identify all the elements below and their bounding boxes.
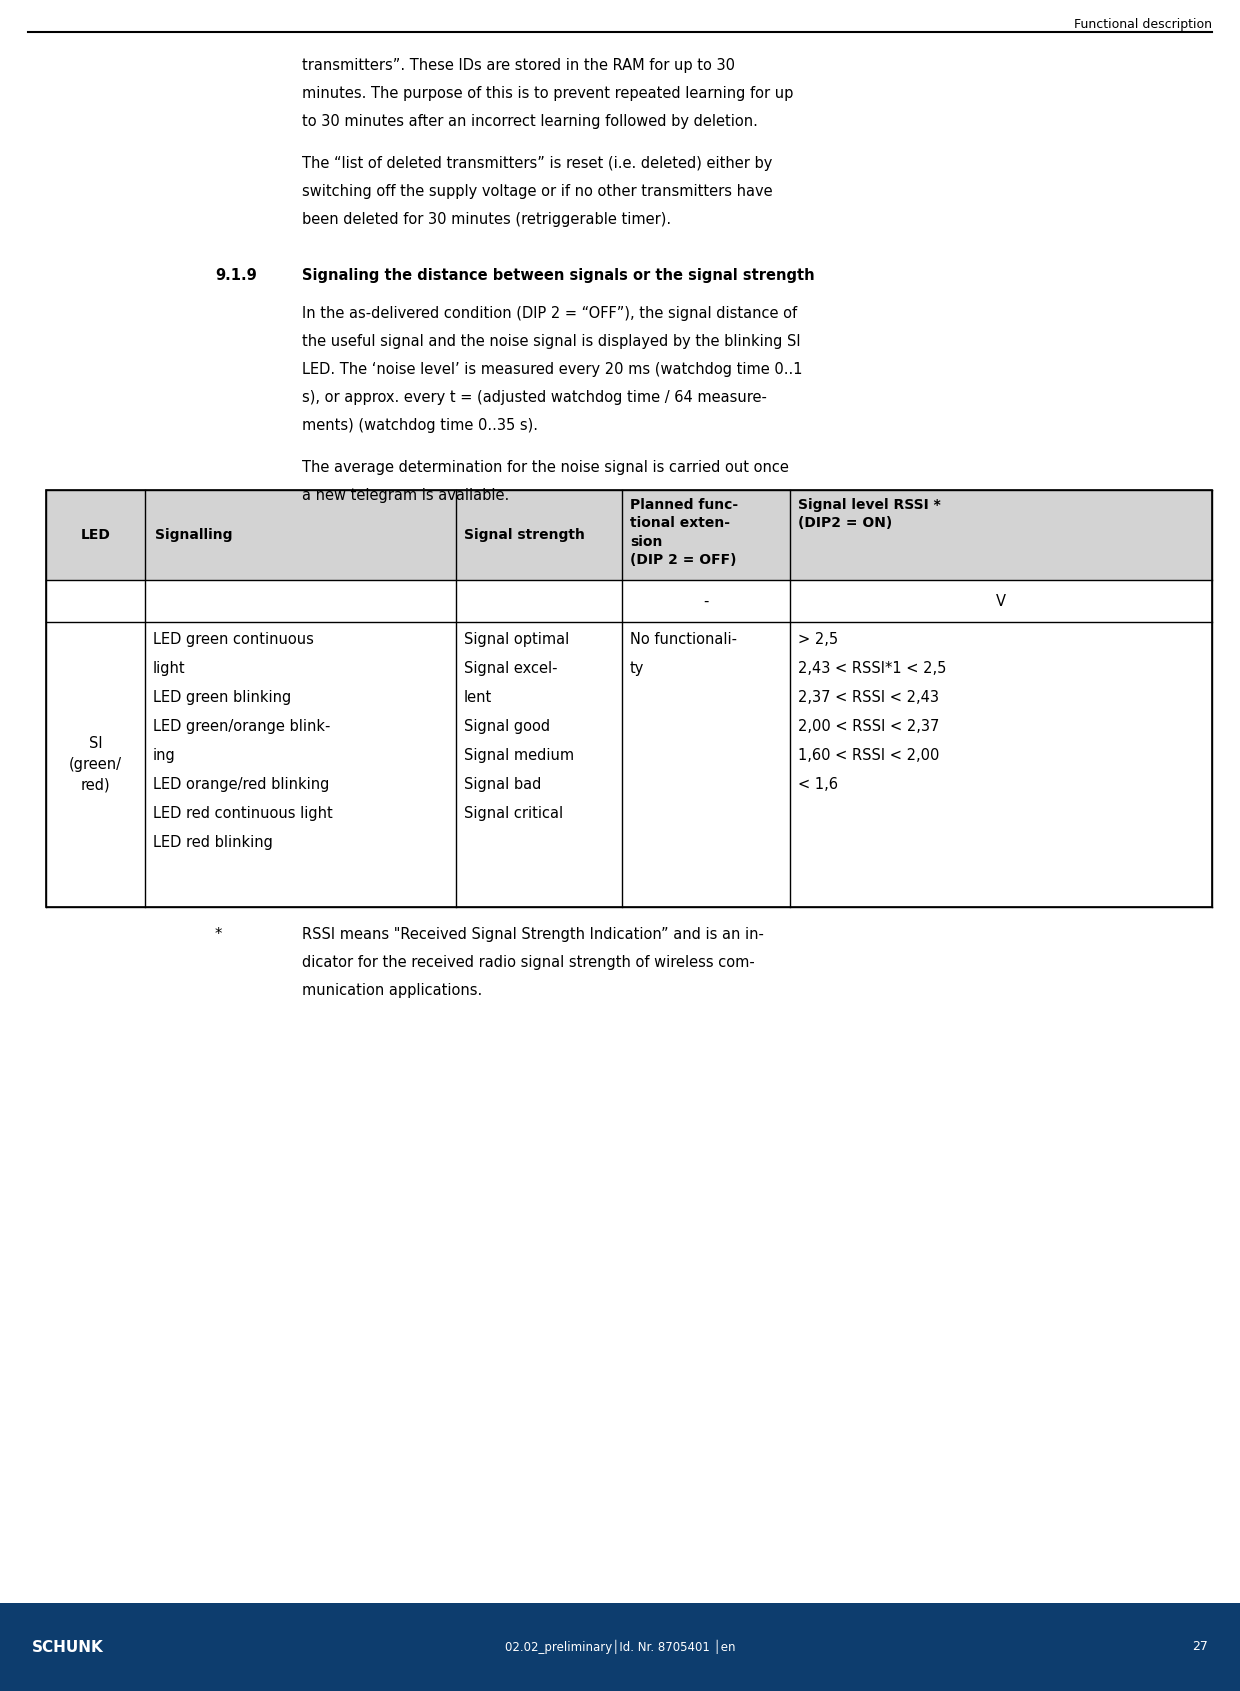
Text: Functional description: Functional description (1074, 19, 1211, 30)
Text: 2,37 < RSSI < 2,43: 2,37 < RSSI < 2,43 (799, 690, 939, 705)
Bar (0, 1603, 1240, 1691)
Text: s), or approx. every t = (adjusted watchdog time / 64 measure-: s), or approx. every t = (adjusted watch… (303, 391, 766, 406)
Text: Signal bad: Signal bad (464, 776, 542, 791)
Text: *: * (215, 927, 222, 942)
Text: 9.1.9: 9.1.9 (215, 267, 257, 282)
Text: ments) (watchdog time 0..35 s).: ments) (watchdog time 0..35 s). (303, 418, 538, 433)
Text: munication applications.: munication applications. (303, 982, 482, 998)
Text: In the as-delivered condition (DIP 2 = “OFF”), the signal distance of: In the as-delivered condition (DIP 2 = “… (303, 306, 797, 321)
Bar (46, 490, 1211, 580)
Text: LED red continuous light: LED red continuous light (153, 807, 332, 822)
Text: 2,00 < RSSI < 2,37: 2,00 < RSSI < 2,37 (799, 719, 940, 734)
Text: V: V (996, 594, 1006, 609)
Text: ing: ing (153, 747, 176, 763)
Text: LED green/orange blink-: LED green/orange blink- (153, 719, 330, 734)
Text: -: - (703, 594, 709, 609)
Text: to 30 minutes after an incorrect learning followed by deletion.: to 30 minutes after an incorrect learnin… (303, 113, 758, 129)
Text: ty: ty (630, 661, 645, 676)
Text: Signal strength: Signal strength (464, 528, 585, 543)
Text: Signal good: Signal good (464, 719, 551, 734)
Text: light: light (153, 661, 186, 676)
Text: The “list of deleted transmitters” is reset (i.e. deleted) either by: The “list of deleted transmitters” is re… (303, 156, 773, 171)
Text: dicator for the received radio signal strength of wireless com-: dicator for the received radio signal st… (303, 955, 755, 971)
Text: Signaling the distance between signals or the signal strength: Signaling the distance between signals o… (303, 267, 815, 282)
Text: a new telegram is available.: a new telegram is available. (303, 489, 510, 502)
Text: No functionali-: No functionali- (630, 632, 737, 648)
Text: < 1,6: < 1,6 (799, 776, 838, 791)
Text: transmitters”. These IDs are stored in the RAM for up to 30: transmitters”. These IDs are stored in t… (303, 57, 735, 73)
Text: Signal critical: Signal critical (464, 807, 563, 822)
Text: LED red blinking: LED red blinking (153, 835, 273, 851)
Text: 02.02_preliminary│Id. Nr. 8705401 │en: 02.02_preliminary│Id. Nr. 8705401 │en (505, 1640, 735, 1654)
Text: minutes. The purpose of this is to prevent repeated learning for up: minutes. The purpose of this is to preve… (303, 86, 794, 101)
Text: Signal optimal: Signal optimal (464, 632, 569, 648)
Text: The average determination for the noise signal is carried out once: The average determination for the noise … (303, 460, 789, 475)
Text: > 2,5: > 2,5 (799, 632, 838, 648)
Text: LED green blinking: LED green blinking (153, 690, 291, 705)
Text: LED: LED (81, 528, 110, 543)
Text: Signalling: Signalling (155, 528, 233, 543)
Text: LED green continuous: LED green continuous (153, 632, 314, 648)
Text: Signal medium: Signal medium (464, 747, 574, 763)
Text: LED orange/red blinking: LED orange/red blinking (153, 776, 330, 791)
Text: Planned func-
tional exten-
sion
(DIP 2 = OFF): Planned func- tional exten- sion (DIP 2 … (630, 499, 738, 566)
Text: SI
(green/
red): SI (green/ red) (69, 736, 122, 793)
Text: LED. The ‘noise level’ is measured every 20 ms (watchdog time 0..1: LED. The ‘noise level’ is measured every… (303, 362, 802, 377)
Text: lent: lent (464, 690, 492, 705)
Text: 1,60 < RSSI < 2,00: 1,60 < RSSI < 2,00 (799, 747, 940, 763)
Bar (46, 490, 1211, 906)
Text: 27: 27 (1192, 1640, 1208, 1654)
Text: RSSI means "Received Signal Strength Indication” and is an in-: RSSI means "Received Signal Strength Ind… (303, 927, 764, 942)
Text: SCHUNK: SCHUNK (32, 1640, 104, 1654)
Text: Signal level RSSI *
(DIP2 = ON): Signal level RSSI * (DIP2 = ON) (799, 499, 941, 531)
Text: been deleted for 30 minutes (retriggerable timer).: been deleted for 30 minutes (retriggerab… (303, 211, 671, 227)
Text: the useful signal and the noise signal is displayed by the blinking SI: the useful signal and the noise signal i… (303, 335, 801, 348)
Text: 2,43 < RSSI*1 < 2,5: 2,43 < RSSI*1 < 2,5 (799, 661, 946, 676)
Text: switching off the supply voltage or if no other transmitters have: switching off the supply voltage or if n… (303, 184, 773, 200)
Text: Signal excel-: Signal excel- (464, 661, 558, 676)
